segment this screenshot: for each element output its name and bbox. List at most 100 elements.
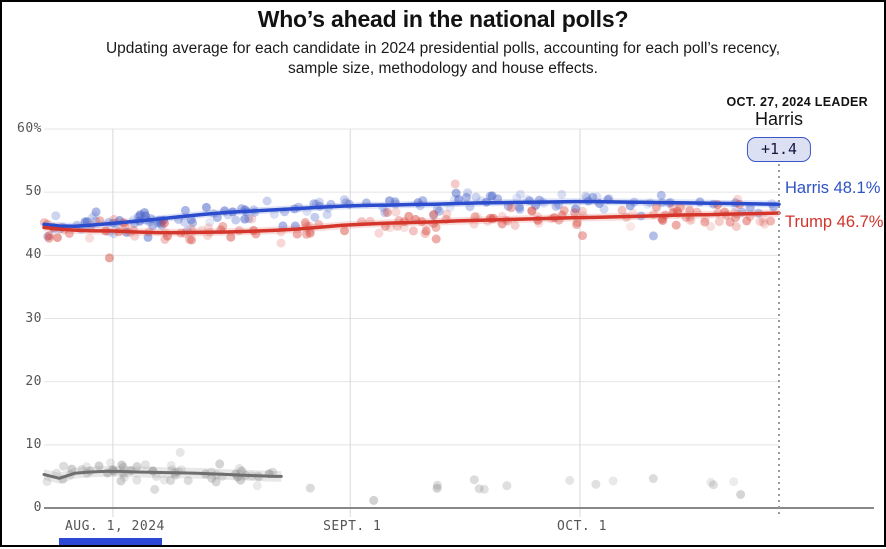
y-axis-label: 60% (17, 121, 42, 136)
poll-dot (85, 233, 95, 243)
poll-dot (339, 195, 349, 205)
poll-dot (581, 191, 590, 201)
x-axis-label: SEPT. 1 (323, 519, 382, 534)
poll-dot (201, 202, 211, 212)
poll-dot (572, 220, 582, 230)
poll-dot (570, 208, 580, 218)
poll-dot (474, 484, 484, 494)
poll-dot (599, 204, 609, 214)
poll-dot (43, 232, 53, 241)
page-title: Who’s ahead in the national polls? (257, 6, 629, 32)
poll-dot (240, 214, 250, 224)
poll-dot (67, 464, 77, 474)
poll-dot (729, 477, 739, 487)
poll-dot (237, 466, 247, 476)
poll-dot (442, 209, 452, 219)
kennedy-trend-line (42, 469, 283, 480)
poll-dot (485, 191, 495, 201)
poll-dot (314, 197, 324, 207)
poll-dot (685, 215, 695, 225)
leader-margin-badge: +1.4 (746, 137, 812, 162)
poll-dot (516, 189, 525, 199)
poll-dot (385, 196, 394, 206)
poll-dot (104, 253, 114, 263)
poll-dot (708, 480, 718, 490)
poll-dot (408, 226, 418, 236)
poll-dot (262, 196, 272, 206)
poll-dot (292, 229, 302, 239)
poll-dot (469, 475, 479, 485)
poll-dot (514, 202, 524, 212)
poll-dot (300, 217, 310, 227)
poll-dot (527, 206, 537, 216)
poll-dot (431, 234, 441, 244)
poll-dot (578, 206, 587, 216)
poll-dot (369, 495, 379, 505)
poll-dot (432, 204, 442, 214)
poll-dot (565, 475, 575, 485)
poll-dot (150, 484, 160, 494)
poll-dot (648, 474, 658, 483)
trump-trend-line (42, 211, 781, 235)
y-axis-label: 40 (25, 247, 42, 263)
poll-dot (183, 476, 193, 485)
poll-dot (572, 218, 582, 228)
poll-dot (578, 231, 587, 241)
poll-dot (159, 475, 169, 485)
poll-dot (116, 476, 126, 486)
poll-dot (151, 471, 161, 481)
poll-dot (733, 194, 742, 204)
poll-dot (383, 208, 392, 217)
poll-dot (82, 462, 91, 472)
poll-dot (236, 475, 246, 485)
leader-heading: OCT. 27, 2024 LEADER (722, 95, 868, 109)
poll-dot (421, 226, 431, 236)
page-subtitle: Updating average for each candidate in 2… (2, 39, 884, 78)
poll-dot (166, 460, 176, 470)
poll-dot (130, 231, 140, 241)
poll-dot (758, 213, 768, 223)
poll-dot (404, 211, 414, 221)
poll-dot (143, 232, 153, 242)
poll-dot (252, 481, 262, 491)
poll-dot (118, 462, 128, 472)
poll-dot (159, 218, 169, 228)
poll-dot (758, 217, 768, 227)
subtitle-line-1: Updating average for each candidate in 2… (105, 40, 781, 57)
poll-dot (156, 219, 166, 229)
poll-dot (247, 214, 257, 224)
poll-dot (557, 189, 567, 199)
poll-dot (515, 204, 525, 214)
poll-dot (212, 213, 222, 223)
poll-dot (44, 233, 54, 243)
poll-dot (676, 202, 685, 212)
poll-dot (399, 223, 409, 233)
y-axis-label: 30 (25, 310, 42, 326)
poll-dot (429, 210, 439, 219)
poll-dot (140, 460, 150, 470)
bottom-blue-strip (59, 538, 162, 545)
poll-dot (617, 205, 627, 215)
poll-dot (450, 195, 460, 204)
poll-dot (462, 192, 471, 202)
poll-dot (736, 490, 746, 499)
poll-dot (322, 210, 332, 220)
poll-dot (686, 215, 696, 225)
poll-dot (59, 461, 69, 471)
poll-dot (450, 179, 460, 189)
harris-end-label: Harris 48.1% (785, 179, 881, 197)
y-axis-label: 0 (33, 500, 42, 515)
poll-dot (184, 234, 194, 244)
poll-dot (134, 212, 144, 222)
poll-dot (204, 223, 214, 233)
poll-dot (671, 220, 681, 230)
poll-dot (714, 217, 724, 227)
poll-dot (231, 215, 241, 225)
harris-trend-line (42, 199, 781, 229)
poll-dot (512, 193, 522, 203)
x-axis-label: AUG. 1, 2024 (64, 519, 165, 534)
poll-dot (166, 475, 176, 485)
poll-dot (179, 217, 189, 227)
poll-dot (534, 218, 544, 228)
poll-dot (91, 207, 101, 217)
